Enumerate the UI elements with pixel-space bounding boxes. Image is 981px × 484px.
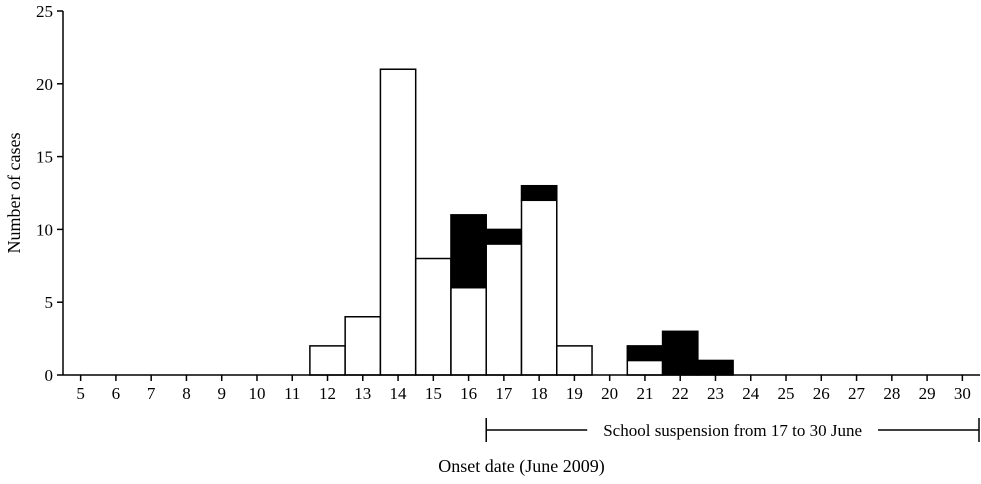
x-tick-label-15: 15	[425, 384, 442, 403]
x-tick-label-23: 23	[707, 384, 724, 403]
bar-19-series-1	[556, 345, 593, 376]
x-tick-label-12: 12	[319, 384, 336, 403]
x-tick-label-30: 30	[954, 384, 971, 403]
x-tick-label-8: 8	[182, 384, 191, 403]
x-tick-label-14: 14	[390, 384, 408, 403]
x-tick-label-10: 10	[248, 384, 265, 403]
y-tick-label-0: 0	[45, 366, 54, 385]
bar-17-series-2	[485, 228, 523, 245]
x-tick-label-21: 21	[636, 384, 653, 403]
y-tick-label-10: 10	[36, 220, 53, 239]
x-tick-label-24: 24	[742, 384, 760, 403]
bar-17-series-1	[485, 243, 523, 376]
bar-12-series-1	[309, 345, 346, 376]
x-tick-label-11: 11	[284, 384, 300, 403]
suspension-annotation: School suspension from 17 to 30 June	[485, 418, 980, 442]
y-tick-label-5: 5	[45, 293, 54, 312]
annotation-label: School suspension from 17 to 30 June	[603, 421, 862, 440]
x-tick-label-13: 13	[354, 384, 371, 403]
y-tick-label-15: 15	[36, 148, 53, 167]
bars-layer	[309, 68, 734, 376]
bar-21-series-2	[626, 345, 664, 362]
x-tick-label-6: 6	[112, 384, 121, 403]
x-tick-label-22: 22	[672, 384, 689, 403]
x-ticks: 5 6 7 8 9 10 11 12 13 14 15 16 17 18 19 20 21 22 23 24 25 26 2…	[76, 375, 971, 403]
bar-16-series-1	[450, 286, 487, 376]
x-tick-label-9: 9	[217, 384, 226, 403]
bar-15-series-1	[414, 257, 452, 376]
y-ticks: 0 5 10 15 20 25	[36, 2, 63, 385]
x-tick-label-28: 28	[883, 384, 900, 403]
x-axis-title: Onset date (June 2009)	[438, 456, 604, 477]
x-tick-label-5: 5	[76, 384, 85, 403]
y-axis-title: Number of cases	[4, 133, 24, 254]
x-tick-label-27: 27	[848, 384, 866, 403]
bar-16-series-2	[450, 214, 487, 289]
x-tick-label-20: 20	[601, 384, 618, 403]
bar-13-series-1	[344, 316, 382, 376]
x-tick-label-29: 29	[919, 384, 936, 403]
x-tick-label-25: 25	[778, 384, 795, 403]
x-tick-label-18: 18	[531, 384, 548, 403]
bar-18-series-2	[520, 184, 558, 202]
bar-18-series-1	[520, 199, 558, 376]
bar-14-series-1	[379, 68, 417, 376]
bar-23-series-2	[697, 359, 734, 376]
x-tick-label-19: 19	[566, 384, 583, 403]
x-tick-label-17: 17	[495, 384, 513, 403]
y-tick-label-25: 25	[36, 2, 53, 21]
bar-22-series-2	[661, 330, 699, 376]
x-tick-label-26: 26	[813, 384, 830, 403]
axes-layer	[62, 11, 980, 376]
x-tick-label-16: 16	[460, 384, 477, 403]
x-tick-label-7: 7	[147, 384, 156, 403]
bar-21-series-1	[626, 359, 664, 376]
y-tick-label-20: 20	[36, 75, 53, 94]
